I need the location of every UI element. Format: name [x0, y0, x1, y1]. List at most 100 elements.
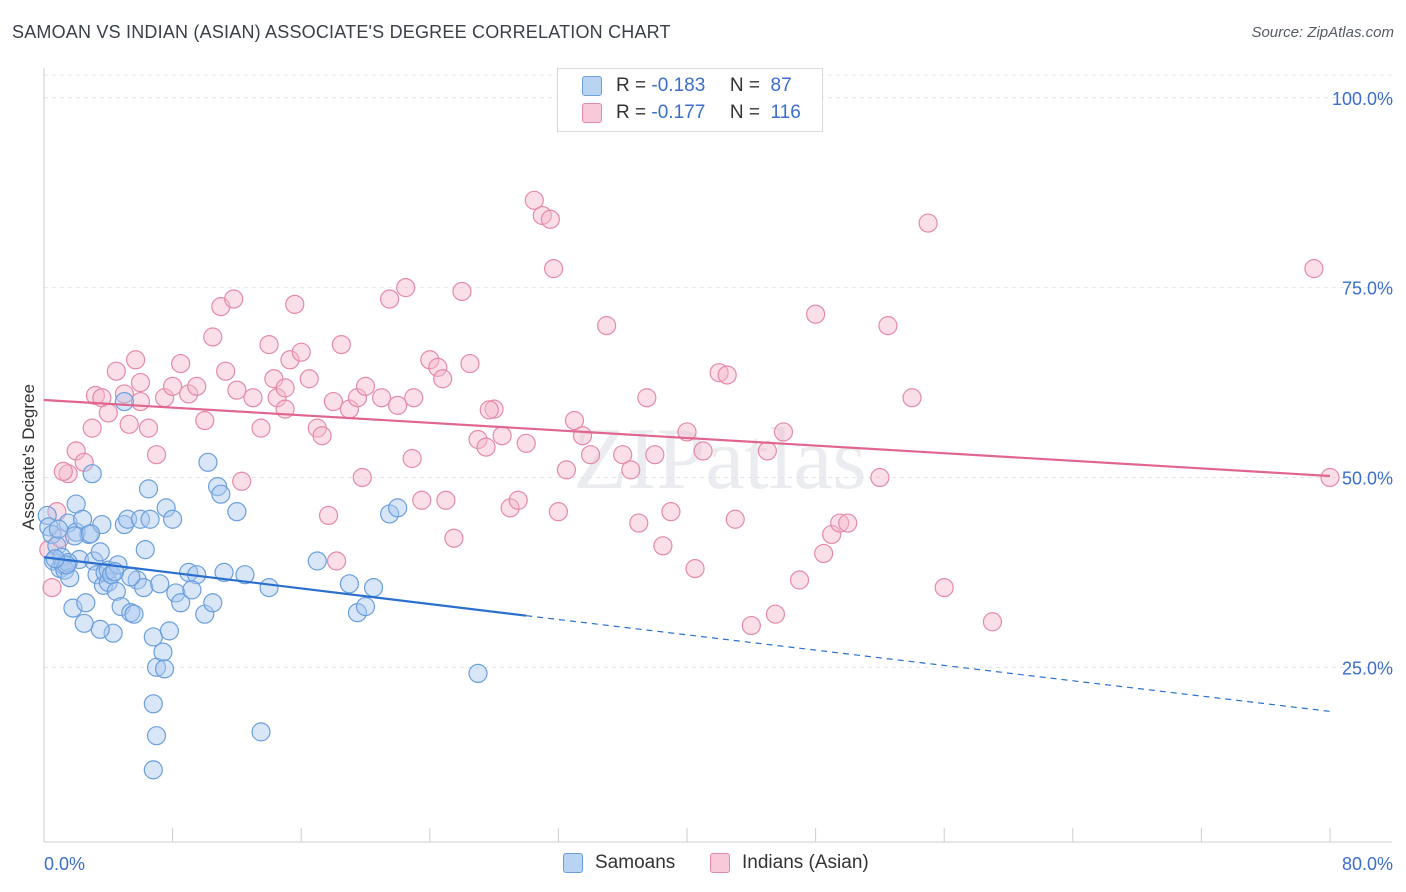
indians-point — [564, 410, 585, 431]
samoans-swatch — [563, 853, 583, 873]
indians-point — [74, 452, 94, 472]
indians-trend-line — [43, 398, 1331, 478]
samoans-point — [135, 540, 155, 560]
axes — [43, 68, 1392, 843]
samoans-point — [114, 391, 134, 412]
samoans-point — [227, 502, 247, 522]
indians-point — [982, 612, 1003, 632]
indians-point — [53, 461, 73, 482]
indians-point — [251, 418, 271, 438]
samoans-point — [103, 623, 123, 643]
indians-point — [195, 410, 215, 431]
samoans-trend-extension — [526, 615, 1331, 712]
samoans-point — [146, 726, 167, 746]
samoans-point — [166, 583, 186, 603]
watermark: ZIPatlas — [573, 411, 866, 508]
indians-swatch — [582, 103, 602, 123]
indians-point — [203, 327, 223, 347]
indians-point — [312, 426, 332, 446]
samoans-point — [363, 577, 384, 598]
indians-point — [323, 391, 343, 412]
indians-point — [243, 388, 263, 408]
samoans-point — [74, 613, 94, 633]
indians-point — [380, 289, 400, 309]
samoans-swatch — [582, 76, 602, 96]
indians-point — [126, 350, 146, 370]
indians-point — [822, 524, 842, 545]
indians-point — [412, 490, 432, 510]
samoans-point — [150, 574, 170, 594]
indians-point — [352, 467, 372, 488]
indians-point — [452, 281, 472, 302]
indians-points — [39, 190, 1340, 636]
indians-point — [179, 384, 199, 404]
legend-item-samoans[interactable]: Samoans — [563, 852, 675, 874]
legend-label-samoans: Samoans — [595, 852, 676, 873]
samoans-point — [182, 580, 202, 600]
samoans-point — [211, 484, 231, 504]
samoans-point — [76, 593, 96, 613]
samoans-point — [130, 509, 151, 529]
indians-point — [468, 429, 488, 450]
legend-item-indians[interactable]: Indians (Asian) — [710, 852, 869, 874]
samoans-point — [143, 760, 163, 780]
indians-point — [280, 350, 300, 370]
indians-point — [556, 460, 577, 480]
indians-point — [106, 361, 126, 381]
indians-point — [548, 502, 569, 522]
indians-point — [637, 388, 657, 408]
samoans-point — [63, 598, 83, 618]
indians-point — [773, 422, 794, 442]
samoans-point — [307, 551, 327, 571]
samoans-point — [106, 581, 126, 601]
legend-label-indians: Indians (Asian) — [742, 852, 869, 873]
n-value: 87 — [770, 75, 792, 96]
indians-point — [741, 615, 761, 636]
indians-point — [661, 502, 681, 522]
r-value: -0.183 — [651, 75, 706, 96]
indians-point — [492, 426, 512, 446]
indians-point — [934, 577, 954, 598]
indians-point — [259, 334, 279, 355]
indians-point — [331, 334, 351, 355]
n-value: 116 — [770, 102, 801, 123]
indians-point — [479, 400, 499, 420]
indians-point — [216, 361, 236, 381]
indians-point — [814, 543, 834, 564]
indians-point — [1320, 467, 1340, 488]
indians-swatch — [710, 853, 730, 873]
indians-point — [1304, 259, 1324, 279]
samoans-point — [42, 524, 62, 545]
indians-point — [227, 380, 247, 400]
samoans-point — [81, 524, 101, 544]
indians-point — [66, 441, 86, 461]
indians-point — [171, 353, 191, 374]
indians-point — [318, 505, 339, 526]
indians-point — [830, 513, 850, 533]
indians-point — [420, 350, 440, 370]
x-tick-label: 80.0% — [1342, 854, 1393, 874]
indians-point — [42, 577, 62, 598]
y-axis-title: Associate's Degree — [19, 384, 38, 530]
indians-point — [291, 342, 311, 362]
indians-point — [347, 388, 368, 408]
samoans-points — [37, 391, 488, 780]
indians-point — [725, 509, 745, 529]
indians-point — [275, 378, 295, 398]
r-label: R = — [616, 75, 647, 96]
indians-point — [267, 388, 287, 408]
indians-point — [428, 357, 448, 377]
indians-point — [677, 422, 697, 442]
samoans-point — [121, 603, 141, 623]
indians-point — [444, 528, 464, 548]
indians-point — [645, 445, 665, 465]
indians-point — [709, 363, 729, 383]
samoans-point — [156, 498, 176, 518]
samoans-point — [214, 562, 234, 583]
samoans-point — [355, 596, 376, 617]
samoans-point — [154, 659, 175, 679]
indians-point — [98, 403, 118, 423]
samoans-point — [159, 621, 179, 641]
chart-title: SAMOAN VS INDIAN (ASIAN) ASSOCIATE'S DEG… — [12, 22, 671, 42]
